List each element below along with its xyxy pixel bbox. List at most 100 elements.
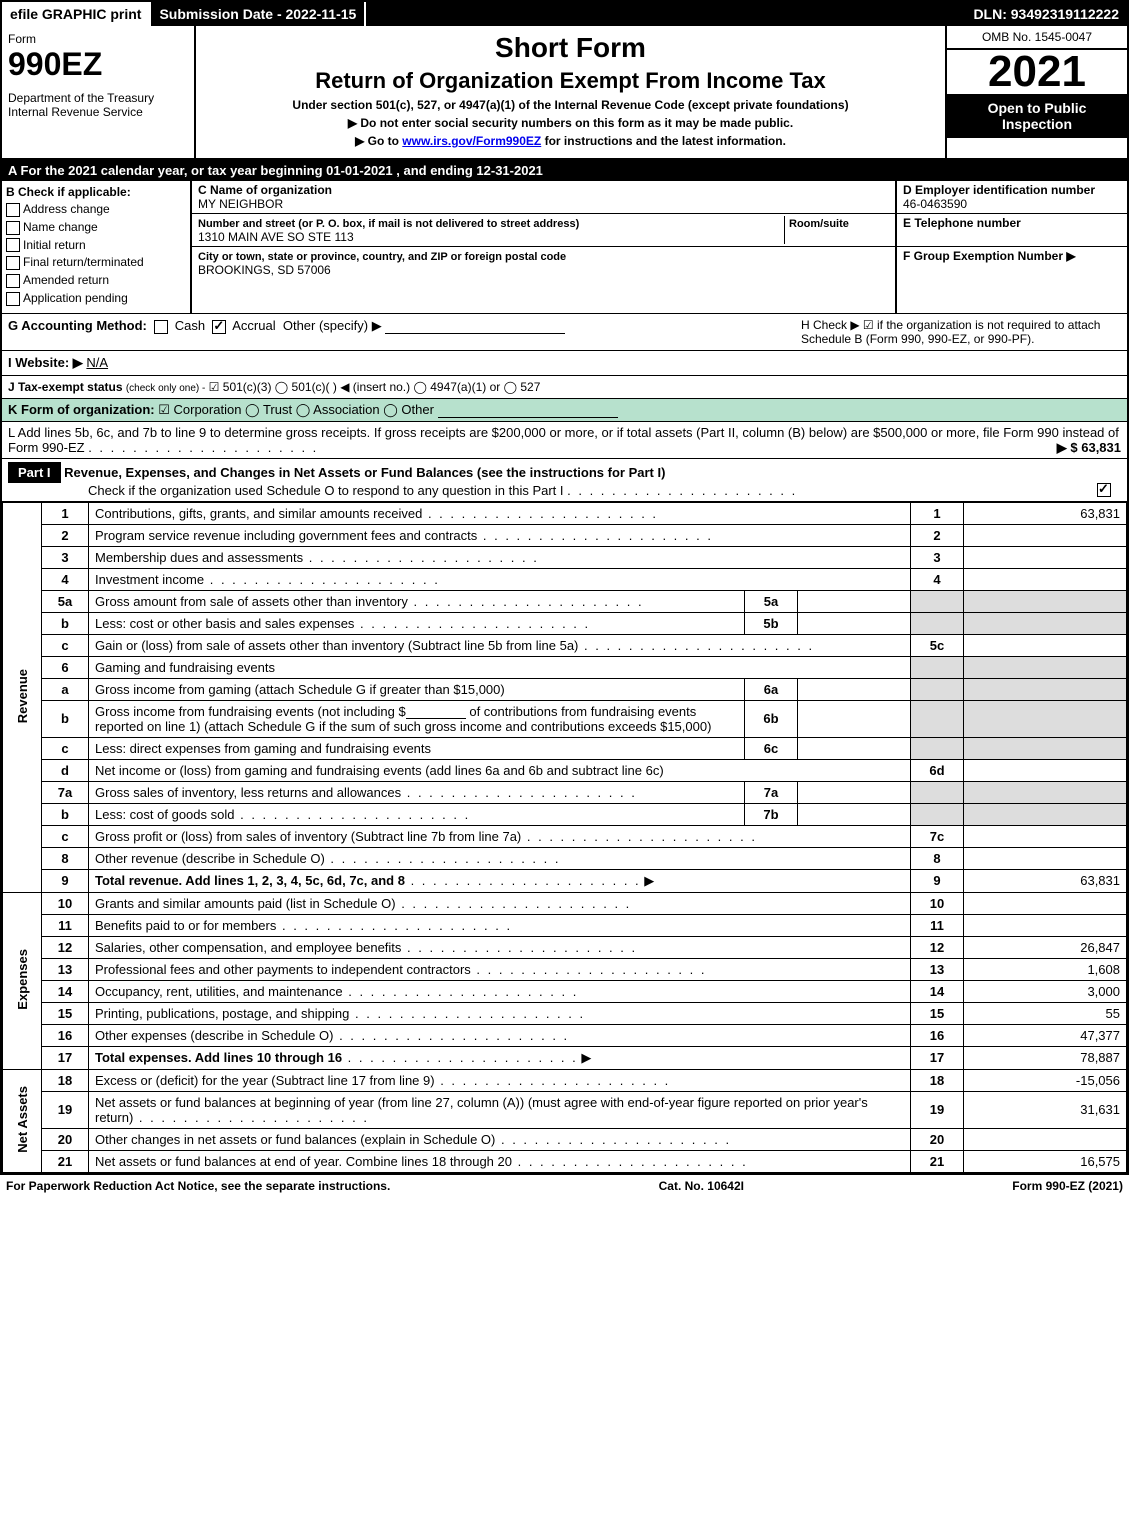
row-g-h: G Accounting Method: Cash Accrual Other … — [2, 314, 1127, 351]
col-b-label: B Check if applicable: — [6, 185, 186, 199]
line-15: 15 Printing, publications, postage, and … — [3, 1002, 1127, 1024]
footer-right: Form 990-EZ (2021) — [1012, 1179, 1123, 1193]
checkbox-icon[interactable] — [6, 292, 20, 306]
checkbox-icon[interactable] — [6, 256, 20, 270]
checkbox-icon[interactable] — [6, 221, 20, 235]
line-20: 20 Other changes in net assets or fund b… — [3, 1128, 1127, 1150]
website-value: N/A — [86, 355, 108, 370]
form-title: Return of Organization Exempt From Incom… — [206, 68, 935, 94]
line-6b: b Gross income from fundraising events (… — [3, 700, 1127, 737]
department-label: Department of the Treasury Internal Reve… — [8, 91, 188, 119]
line-7a: 7a Gross sales of inventory, less return… — [3, 781, 1127, 803]
ssn-warning: ▶ Do not enter social security numbers o… — [206, 116, 935, 130]
opt-amended-return[interactable]: Amended return — [6, 273, 186, 288]
checkbox-icon[interactable] — [6, 203, 20, 217]
footer-center: Cat. No. 10642I — [659, 1179, 744, 1193]
other-org-field[interactable] — [438, 417, 618, 418]
form-container: efile GRAPHIC print Submission Date - 20… — [0, 0, 1129, 1175]
line-6c: c Less: direct expenses from gaming and … — [3, 737, 1127, 759]
opt-initial-return[interactable]: Initial return — [6, 238, 186, 253]
part-1-header: Part I Revenue, Expenses, and Changes in… — [2, 459, 1127, 502]
line-7c: c Gross profit or (loss) from sales of i… — [3, 825, 1127, 847]
line-12: 12 Salaries, other compensation, and emp… — [3, 936, 1127, 958]
dln-label: DLN: 93492319112222 — [965, 2, 1127, 26]
accounting-method: G Accounting Method: Cash Accrual Other … — [8, 318, 801, 346]
org-name-label: C Name of organization — [198, 183, 332, 197]
org-name-value: MY NEIGHBOR — [198, 197, 283, 211]
room-label: Room/suite — [789, 218, 849, 230]
header-right: OMB No. 1545-0047 2021 Open to Public In… — [947, 26, 1127, 158]
line-4: 4 Investment income 4 — [3, 568, 1127, 590]
line-3: 3 Membership dues and assessments 3 — [3, 546, 1127, 568]
row-h-schedule-b: H Check ▶ ☑ if the organization is not r… — [801, 318, 1121, 346]
revenue-section-label: Revenue — [3, 502, 42, 892]
group-exemption-row: F Group Exemption Number ▶ — [897, 247, 1127, 279]
ein-value: 46-0463590 — [903, 197, 967, 211]
irs-link[interactable]: www.irs.gov/Form990EZ — [402, 134, 541, 148]
part-1-label: Part I — [8, 462, 61, 483]
ein-label: D Employer identification number — [903, 183, 1095, 197]
checkbox-icon[interactable] — [6, 238, 20, 252]
ein-row: D Employer identification number 46-0463… — [897, 181, 1127, 214]
footer-left: For Paperwork Reduction Act Notice, see … — [6, 1179, 390, 1193]
opt-application-pending[interactable]: Application pending — [6, 291, 186, 306]
header-center: Short Form Return of Organization Exempt… — [196, 26, 947, 158]
j-label: J Tax-exempt status — [8, 380, 123, 394]
city-row: City or town, state or province, country… — [192, 247, 895, 279]
row-l-gross-receipts: L Add lines 5b, 6c, and 7b to line 9 to … — [2, 422, 1127, 459]
j-options: ☑ 501(c)(3) ◯ 501(c)( ) ◀ (insert no.) ◯… — [209, 380, 541, 394]
instructions-suffix: for instructions and the latest informat… — [541, 134, 786, 148]
form-subtitle: Under section 501(c), 527, or 4947(a)(1)… — [206, 98, 935, 112]
part-1-check-note: Check if the organization used Schedule … — [8, 483, 564, 498]
line-19: 19 Net assets or fund balances at beginn… — [3, 1091, 1127, 1128]
top-bar: efile GRAPHIC print Submission Date - 20… — [2, 2, 1127, 26]
col-c-org-info: C Name of organization MY NEIGHBOR Numbe… — [192, 181, 897, 313]
line-5b: b Less: cost or other basis and sales ex… — [3, 612, 1127, 634]
part-1-title: Revenue, Expenses, and Changes in Net As… — [64, 465, 665, 480]
line-17: 17 Total expenses. Add lines 10 through … — [3, 1046, 1127, 1069]
line-6d: d Net income or (loss) from gaming and f… — [3, 759, 1127, 781]
other-specify-field[interactable] — [385, 333, 565, 334]
line-16: 16 Other expenses (describe in Schedule … — [3, 1024, 1127, 1046]
opt-address-change[interactable]: Address change — [6, 202, 186, 217]
k-label: K Form of organization: — [8, 402, 155, 417]
line-6: 6 Gaming and fundraising events — [3, 656, 1127, 678]
line-6a: a Gross income from gaming (attach Sched… — [3, 678, 1127, 700]
g-label: G Accounting Method: — [8, 318, 147, 333]
j-note: (check only one) - — [126, 383, 205, 394]
expenses-section-label: Expenses — [3, 892, 42, 1069]
page-footer: For Paperwork Reduction Act Notice, see … — [0, 1175, 1129, 1197]
header-left: Form 990EZ Department of the Treasury In… — [2, 26, 196, 158]
phone-row: E Telephone number — [897, 214, 1127, 247]
instructions-link-row: ▶ Go to www.irs.gov/Form990EZ for instru… — [206, 134, 935, 148]
website-label: I Website: ▶ — [8, 355, 83, 370]
row-a-tax-year: A For the 2021 calendar year, or tax yea… — [2, 160, 1127, 181]
city-label: City or town, state or province, country… — [198, 251, 566, 263]
opt-name-change[interactable]: Name change — [6, 220, 186, 235]
street-label: Number and street (or P. O. box, if mail… — [198, 218, 579, 230]
line-10: Expenses 10 Grants and similar amounts p… — [3, 892, 1127, 914]
line-2: 2 Program service revenue including gove… — [3, 524, 1127, 546]
form-number: 990EZ — [8, 46, 188, 83]
checkbox-icon[interactable] — [212, 320, 226, 334]
opt-final-return[interactable]: Final return/terminated — [6, 255, 186, 270]
col-b-checkboxes: B Check if applicable: Address change Na… — [2, 181, 192, 313]
org-name-row: C Name of organization MY NEIGHBOR — [192, 181, 895, 214]
efile-print-label[interactable]: efile GRAPHIC print — [2, 2, 151, 26]
dots-filler — [567, 483, 797, 498]
k-options: ☑ Corporation ◯ Trust ◯ Association ◯ Ot… — [158, 402, 434, 417]
city-value: BROOKINGS, SD 57006 — [198, 263, 331, 277]
col-d-ein-phone: D Employer identification number 46-0463… — [897, 181, 1127, 313]
line-14: 14 Occupancy, rent, utilities, and maint… — [3, 980, 1127, 1002]
checkbox-icon[interactable] — [6, 274, 20, 288]
l-amount: ▶ $ 63,831 — [1057, 440, 1121, 456]
street-value: 1310 MAIN AVE SO STE 113 — [198, 230, 354, 244]
checkbox-icon[interactable] — [1097, 483, 1111, 497]
info-block: B Check if applicable: Address change Na… — [2, 181, 1127, 314]
part-1-table: Revenue 1 Contributions, gifts, grants, … — [2, 502, 1127, 1173]
street-row: Number and street (or P. O. box, if mail… — [192, 214, 895, 247]
line-13: 13 Professional fees and other payments … — [3, 958, 1127, 980]
checkbox-icon[interactable] — [154, 320, 168, 334]
line-5c: c Gain or (loss) from sale of assets oth… — [3, 634, 1127, 656]
net-assets-section-label: Net Assets — [3, 1069, 42, 1172]
